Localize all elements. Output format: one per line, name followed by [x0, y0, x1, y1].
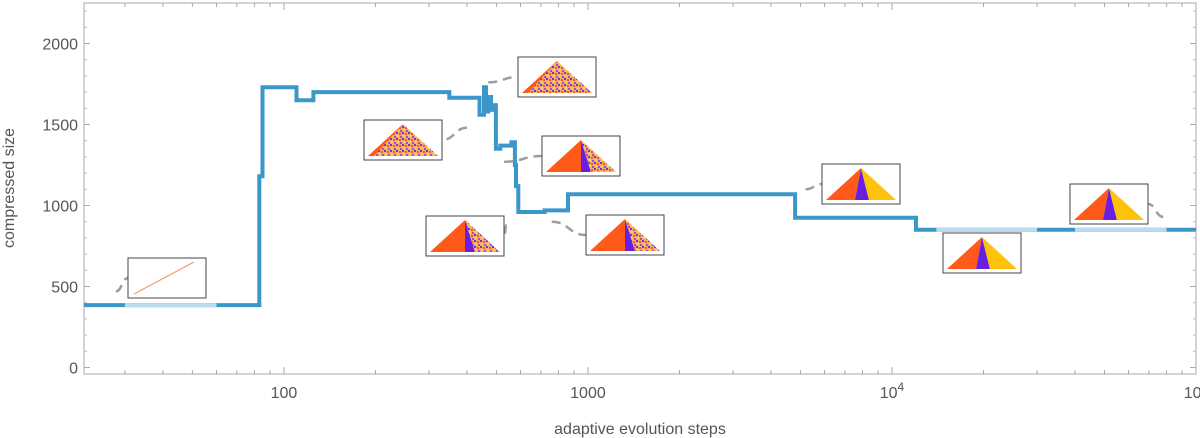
x-tick-label: 100 [271, 385, 298, 402]
inset-9 [1069, 183, 1149, 225]
inset-connector [504, 154, 543, 164]
inset-triangle [522, 61, 592, 93]
inset-connector [551, 220, 587, 237]
inset-left [546, 140, 581, 172]
inset-core [855, 168, 869, 200]
inset-5 [541, 135, 621, 177]
inset-connector [441, 126, 468, 142]
inset-right [581, 140, 616, 172]
x-axis-label: adaptive evolution steps [554, 421, 726, 438]
inset-left [947, 237, 982, 269]
inset-connector [488, 75, 519, 84]
inset-right [465, 220, 500, 252]
inset-connector [115, 276, 129, 293]
x-tick-label: 1000 [570, 385, 606, 402]
inset-right [1109, 188, 1144, 220]
insets [127, 56, 1149, 299]
inset-triangle [368, 124, 438, 156]
inset-frame [127, 257, 207, 299]
inset-connector [502, 223, 508, 238]
inset-2 [363, 119, 443, 161]
inset-7 [821, 163, 901, 205]
inset-diagonal [133, 261, 195, 295]
plot-frame [83, 2, 1197, 375]
x-tick-exponent: 4 [898, 380, 905, 394]
highlight-segments [124, 227, 1167, 308]
inset-left [430, 220, 465, 252]
inset-right [982, 237, 1017, 269]
y-tick-label: 500 [51, 280, 78, 297]
inset-8 [942, 232, 1022, 274]
inset-core [976, 237, 990, 269]
inset-left [826, 168, 861, 200]
y-axis-label: compressed size [1, 128, 18, 248]
y-tick-label: 0 [69, 361, 78, 378]
axis-ticks: 0 500 1000 1500 2000 100 1000 104 105 [42, 3, 1200, 402]
inset-right [625, 219, 660, 251]
series-line [84, 85, 1196, 308]
inset-left [590, 219, 625, 251]
inset-3 [517, 56, 597, 98]
inset-edge [368, 124, 403, 156]
inset-right [861, 168, 896, 200]
inset-left [1074, 188, 1109, 220]
inset-connector [805, 182, 823, 191]
inset-4 [425, 215, 505, 257]
y-tick-label: 2000 [42, 37, 78, 54]
x-tick-label: 105 [1184, 380, 1200, 402]
inset-1 [127, 257, 207, 299]
inset-core [1103, 188, 1117, 220]
inset-6 [585, 214, 665, 256]
inset-connector [1147, 202, 1164, 219]
inset-edge [522, 61, 557, 93]
x-tick-label: 104 [880, 380, 905, 402]
y-tick-label: 1500 [42, 118, 78, 135]
y-tick-label: 1000 [42, 199, 78, 216]
